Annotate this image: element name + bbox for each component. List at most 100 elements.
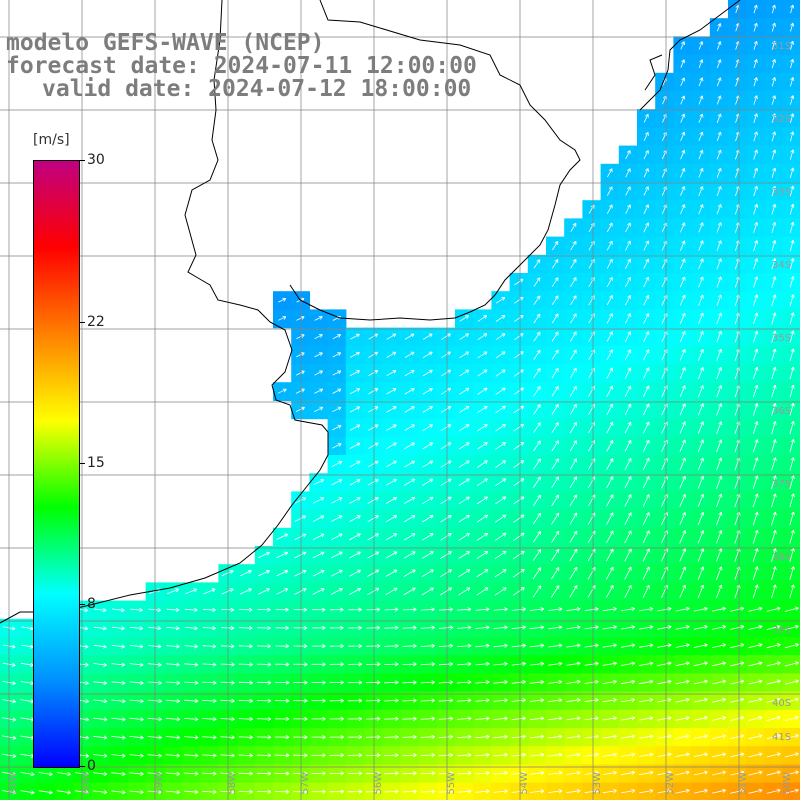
wind-speed-cell bbox=[364, 364, 383, 383]
wind-arrow bbox=[513, 369, 524, 377]
wind-arrow bbox=[129, 662, 144, 667]
wind-arrow bbox=[494, 532, 507, 541]
wind-speed-cell bbox=[527, 309, 547, 329]
wind-arrow bbox=[457, 698, 472, 703]
wind-speed-cell bbox=[509, 436, 529, 456]
wind-speed-cell bbox=[582, 236, 602, 256]
wind-speed-cell bbox=[400, 582, 420, 602]
wind-arrow bbox=[548, 661, 563, 666]
wind-speed-cell bbox=[364, 327, 383, 347]
wind-arrow bbox=[753, 203, 759, 215]
wind-arrow bbox=[513, 423, 525, 432]
wind-arrow bbox=[606, 258, 613, 269]
wind-arrow bbox=[679, 512, 686, 526]
wind-arrow bbox=[167, 588, 179, 595]
wind-speed-cell bbox=[291, 400, 310, 420]
wind-arrow bbox=[624, 313, 632, 324]
wind-arrow bbox=[748, 752, 763, 758]
wind-arrow bbox=[347, 680, 363, 685]
wind-arrow bbox=[789, 221, 795, 233]
wind-arrow bbox=[312, 569, 325, 577]
wind-speed-cell bbox=[564, 418, 583, 438]
wind-arrow bbox=[680, 167, 686, 178]
wind-arrow bbox=[511, 716, 526, 721]
wind-arrow bbox=[698, 59, 704, 68]
wind-arrow bbox=[441, 351, 451, 359]
wind-arrow bbox=[420, 789, 435, 794]
wind-speed-cell bbox=[382, 436, 401, 456]
wind-speed-cell bbox=[382, 345, 401, 365]
wind-speed-cell bbox=[273, 546, 292, 565]
wind-speed-cell bbox=[400, 436, 420, 456]
wind-arrow bbox=[404, 406, 415, 413]
wind-speed-cell bbox=[491, 327, 511, 347]
wind-speed-cell bbox=[400, 455, 420, 474]
wind-arrow bbox=[697, 421, 704, 434]
forecast-date: forecast date: 2024-07-11 12:00:00 bbox=[6, 53, 477, 79]
wind-arrow bbox=[606, 331, 613, 342]
wind-arrow bbox=[748, 697, 763, 703]
wind-speed-cell bbox=[600, 163, 620, 183]
wind-speed-cell bbox=[637, 509, 656, 529]
wind-arrow bbox=[784, 734, 799, 740]
wind-arrow bbox=[366, 625, 381, 630]
wind-arrow bbox=[533, 313, 541, 324]
wind-arrow bbox=[348, 607, 362, 612]
wind-arrow bbox=[529, 625, 545, 630]
wind-arrow bbox=[712, 624, 726, 630]
wind-arrow bbox=[93, 699, 108, 704]
wind-arrow bbox=[552, 241, 559, 251]
wind-arrow bbox=[93, 790, 108, 795]
wind-arrow bbox=[789, 421, 795, 435]
wind-speed-cell bbox=[637, 273, 656, 292]
wind-arrow bbox=[111, 753, 126, 758]
wind-arrow bbox=[716, 366, 722, 380]
wind-arrow bbox=[440, 551, 452, 559]
wind-arrow bbox=[766, 752, 781, 758]
wind-arrow bbox=[275, 753, 290, 758]
wind-arrow bbox=[679, 312, 686, 324]
wind-arrow bbox=[752, 421, 759, 435]
wind-arrow bbox=[584, 698, 599, 703]
wind-speed-cell bbox=[436, 564, 456, 583]
wind-speed-cell bbox=[600, 309, 620, 329]
wind-arrow bbox=[717, 41, 722, 50]
wind-arrow bbox=[570, 240, 577, 251]
wind-arrow bbox=[184, 626, 198, 631]
wind-speed-cell bbox=[473, 455, 492, 474]
wind-arrow bbox=[675, 734, 690, 739]
wind-arrow bbox=[625, 295, 631, 306]
wind-arrow bbox=[789, 366, 795, 380]
wind-speed-cell bbox=[291, 382, 310, 401]
wind-arrow bbox=[256, 698, 272, 703]
wind-arrow bbox=[329, 680, 344, 685]
wind-arrow bbox=[440, 424, 452, 432]
wind-arrow bbox=[93, 607, 107, 613]
wind-arrow bbox=[752, 529, 759, 544]
wind-arrow bbox=[493, 752, 508, 758]
wind-arrow bbox=[276, 588, 289, 595]
wind-arrow bbox=[620, 788, 636, 794]
wind-speed-cell bbox=[291, 345, 310, 365]
wind-speed-cell bbox=[527, 436, 547, 456]
wind-arrow bbox=[680, 59, 685, 68]
wind-arrow bbox=[784, 679, 799, 685]
wind-arrow bbox=[698, 294, 704, 306]
wind-speed-cell bbox=[600, 200, 620, 219]
wind-arrow bbox=[513, 460, 525, 468]
wind-speed-cell bbox=[637, 236, 656, 256]
wind-arrow bbox=[56, 771, 71, 777]
wind-arrow bbox=[642, 439, 650, 452]
wind-speed-cell bbox=[618, 455, 638, 474]
wind-arrow bbox=[422, 478, 434, 486]
wind-arrow bbox=[129, 699, 144, 704]
wind-speed-cell bbox=[327, 345, 347, 365]
wind-arrow bbox=[698, 204, 704, 215]
wind-arrow bbox=[422, 333, 433, 340]
wind-speed-cell bbox=[400, 473, 420, 492]
wind-speed-cell bbox=[291, 327, 310, 347]
wind-arrow bbox=[311, 644, 326, 649]
wind-speed-cell bbox=[582, 273, 602, 292]
wind-arrow bbox=[511, 625, 526, 630]
wind-arrow bbox=[438, 643, 454, 648]
